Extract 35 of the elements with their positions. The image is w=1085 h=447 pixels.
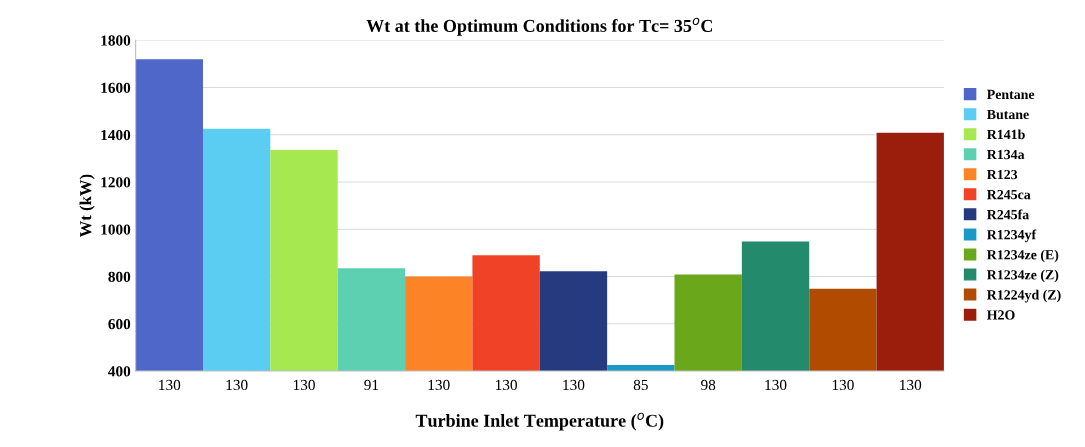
y-tick-label: 800 xyxy=(108,271,131,282)
chart-title: Wt at the Optimum Conditions for Tc= 35$^{o}$C xyxy=(366,17,712,36)
x-tick-label: 130 xyxy=(900,379,922,391)
y-tick-label: 1800 xyxy=(101,35,131,46)
x-tick-label: 130 xyxy=(428,379,450,391)
x-tick-label: 130 xyxy=(832,379,854,391)
x-tick-label: 130 xyxy=(765,379,787,391)
legend-label: R1234ze (E) xyxy=(986,249,1059,263)
y-tick-label: 1000 xyxy=(101,224,131,235)
legend-label: R1234yf xyxy=(986,229,1037,243)
legend-label: Butane xyxy=(986,109,1029,120)
x-axis-title: Turbine Inlet Temperature ($^{o}$C) xyxy=(415,412,664,431)
y-axis-title: Wt (kW) xyxy=(79,174,95,238)
legend-label: R1234ze (Z) xyxy=(986,269,1059,283)
x-tick-label: 130 xyxy=(226,379,248,391)
legend-label: R245fa xyxy=(986,209,1029,220)
y-tick-label: 600 xyxy=(108,318,131,330)
x-tick-label: 130 xyxy=(293,379,315,391)
x-tick-label: 130 xyxy=(159,379,181,391)
legend-label: R134a xyxy=(986,149,1025,160)
x-tick-label: 98 xyxy=(701,379,716,391)
legend-label: H2O xyxy=(986,310,1015,320)
x-tick-label: 130 xyxy=(495,379,517,391)
x-tick-label: 130 xyxy=(563,379,585,391)
legend-label: R1224yd (Z) xyxy=(986,289,1061,303)
legend-label: R141b xyxy=(986,129,1025,140)
legend-label: Pentane xyxy=(986,89,1035,100)
x-tick-label: 91 xyxy=(364,379,379,391)
x-tick-label: 85 xyxy=(633,379,648,391)
legend-label: R245ca xyxy=(986,189,1031,200)
y-tick-label: 1200 xyxy=(101,177,131,188)
y-tick-label: 1400 xyxy=(101,129,131,141)
y-tick-label: 1600 xyxy=(101,82,131,93)
legend-label: R123 xyxy=(986,169,1018,180)
y-tick-label: 400 xyxy=(108,366,131,377)
